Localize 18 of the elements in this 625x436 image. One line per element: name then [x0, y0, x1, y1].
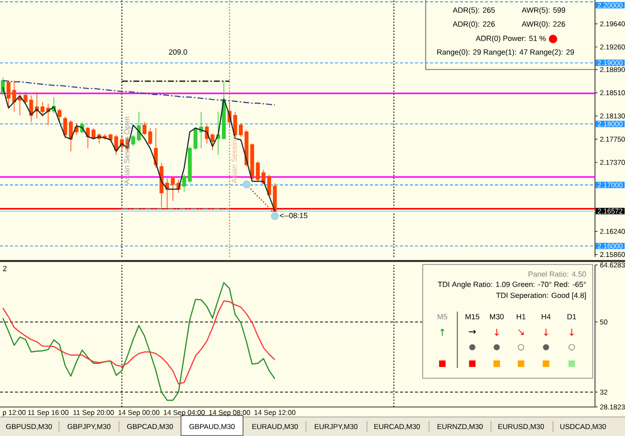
annotation: ■ [518, 360, 524, 367]
annotation: ● [542, 344, 550, 350]
annotation: ■ [493, 360, 500, 367]
annotation: ● [469, 344, 476, 350]
annotation: ↓ [544, 328, 548, 336]
annotation: ○ [518, 344, 524, 350]
annotation: ↑ [440, 328, 444, 336]
annotation: ○ [568, 344, 575, 350]
annotation: ■ [542, 360, 550, 367]
annotation: → [468, 330, 476, 334]
annotation: ■ [568, 360, 575, 367]
annotation: ↘ [518, 329, 524, 335]
annotation: ↓ [570, 328, 574, 336]
annotation: ↓ [494, 328, 499, 336]
annotation: ● [548, 34, 558, 44]
annotation: ■ [439, 360, 446, 367]
annotation: ■ [469, 360, 476, 367]
annotation: ● [494, 344, 500, 350]
